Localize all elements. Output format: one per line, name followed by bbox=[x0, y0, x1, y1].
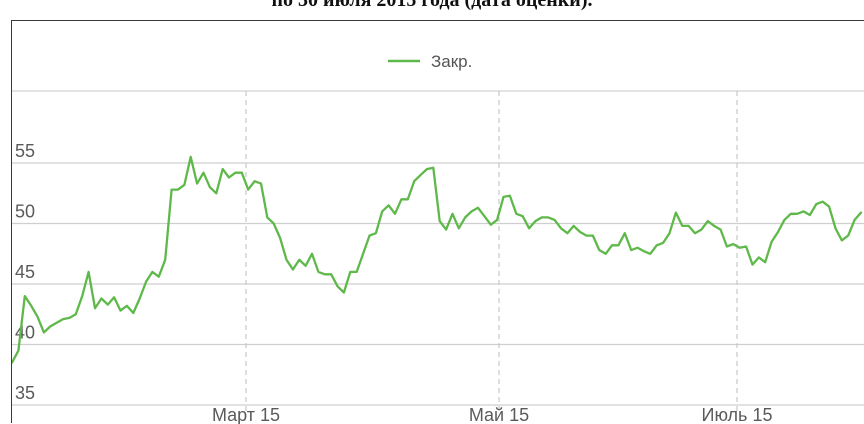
chart-frame: 35 40 45 50 55 Март 15 Май 15 Июль 15 Закр. bbox=[11, 20, 864, 424]
page-title-text: по 30 июля 2015 года (дата оценки). bbox=[271, 0, 593, 11]
y-tick-label: 35 bbox=[15, 383, 35, 403]
y-tick-label: 55 bbox=[15, 141, 35, 161]
y-tick-label: 45 bbox=[15, 262, 35, 282]
y-tick-label: 40 bbox=[15, 323, 35, 343]
series-line-close bbox=[12, 155, 863, 364]
x-tick-label: Июль 15 bbox=[702, 405, 773, 424]
close-price-chart: 35 40 45 50 55 Март 15 Май 15 Июль 15 Закр. bbox=[12, 52, 864, 424]
legend-label: Закр. bbox=[431, 52, 472, 71]
y-tick-label: 50 bbox=[15, 202, 35, 222]
x-tick-label: Май 15 bbox=[469, 405, 529, 424]
page-title: по 30 июля 2015 года (дата оценки). bbox=[0, 0, 864, 18]
x-tick-label: Март 15 bbox=[212, 405, 280, 424]
